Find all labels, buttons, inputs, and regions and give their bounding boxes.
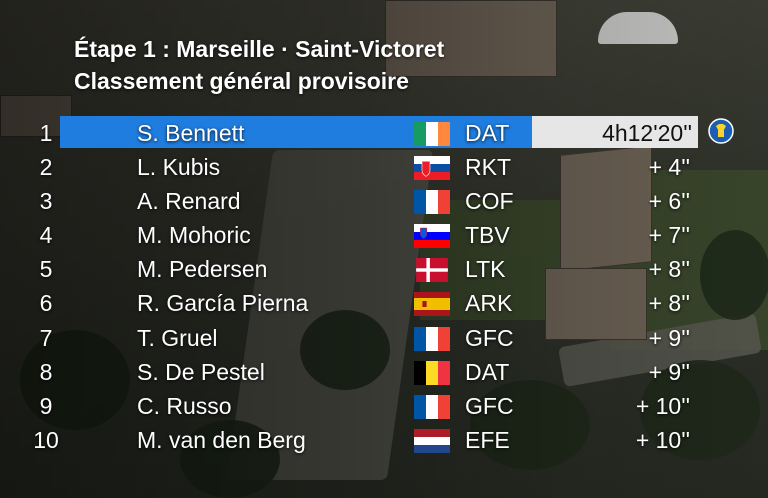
yellow-jersey-badge-icon: [708, 118, 734, 144]
time-gap: + 6'': [648, 188, 690, 215]
rider-name: C. Russo: [137, 392, 232, 419]
rider-position: 3: [39, 188, 53, 215]
standings-row: 4 M. Mohoric TBV + 7'': [0, 218, 768, 252]
standings-row: 7 T. Gruel GFC + 9'': [0, 321, 768, 355]
rider-position: 9: [39, 392, 53, 419]
rider-position: 10: [33, 426, 59, 453]
time-gap: + 4'': [648, 154, 690, 181]
rider-position: 2: [39, 154, 53, 181]
standings-row: 3 A. Renard COF + 6'': [0, 184, 768, 218]
rider-name: T. Gruel: [137, 324, 218, 351]
time-gap: + 8'': [648, 256, 690, 283]
belgium-flag-icon: [413, 360, 451, 385]
slovakia-flag-icon: [413, 156, 451, 181]
rider-position: 8: [39, 358, 53, 385]
leader-time-box: [532, 116, 698, 148]
standings-row: 10 M. van den Berg EFE + 10'': [0, 423, 768, 457]
team-code: EFE: [465, 426, 510, 453]
time-gap: + 8'': [648, 290, 690, 317]
rider-position: 7: [39, 324, 53, 351]
team-code: TBV: [465, 222, 510, 249]
slovenia-flag-icon: [413, 224, 451, 249]
rider-name: L. Kubis: [137, 154, 221, 181]
rider-name: R. García Pierna: [137, 290, 309, 317]
team-code: COF: [465, 188, 514, 215]
time-gap: + 10'': [635, 392, 690, 419]
leader-highlight: [60, 116, 532, 148]
france-flag-icon: [413, 394, 451, 419]
denmark-flag-icon: [413, 258, 451, 283]
time-gap: + 9'': [648, 324, 690, 351]
standings-row: 1 S. Bennett DAT 4h12'20'': [0, 116, 768, 150]
rider-position: 6: [39, 290, 53, 317]
team-code: ARK: [465, 290, 513, 317]
time-gap: 4h12'20'': [602, 120, 692, 146]
rider-position: 5: [39, 256, 53, 283]
standings-row: 8 S. De Pestel DAT + 9'': [0, 355, 768, 389]
rider-name: M. van den Berg: [137, 426, 306, 453]
ireland-flag-icon: [413, 122, 451, 146]
standings-row: 5 M. Pedersen LTK + 8'': [0, 252, 768, 286]
rider-position: 4: [39, 222, 53, 249]
standings-list: 1 S. Bennett DAT 4h12'20'' 2 L. Kubis RK…: [0, 116, 768, 457]
time-gap: + 7'': [648, 222, 690, 249]
rider-name: A. Renard: [137, 188, 241, 215]
stage-title: Étape 1 : Marseille · Saint-Victoret: [74, 36, 445, 62]
standings-row: 2 L. Kubis RKT + 4'': [0, 150, 768, 184]
team-code: LTK: [465, 256, 506, 283]
france-flag-icon: [413, 190, 451, 215]
standings-row: 9 C. Russo GFC + 10'': [0, 389, 768, 423]
team-code: RKT: [465, 154, 511, 181]
rider-name: M. Pedersen: [137, 256, 268, 283]
team-code: GFC: [465, 392, 514, 419]
rider-name: M. Mohoric: [137, 222, 251, 249]
standings-row: 6 R. García Pierna ARK + 8'': [0, 286, 768, 320]
spain-flag-icon: [413, 292, 451, 317]
team-code: GFC: [465, 324, 514, 351]
rider-name: S. Bennett: [137, 120, 245, 146]
rider-position: 1: [39, 120, 53, 146]
netherlands-flag-icon: [413, 428, 451, 453]
france-flag-icon: [413, 326, 451, 351]
time-gap: + 10'': [635, 426, 690, 453]
team-code: DAT: [465, 120, 510, 146]
time-gap: + 9'': [648, 358, 690, 385]
rider-name: S. De Pestel: [137, 358, 265, 385]
ranking-title: Classement général provisoire: [74, 68, 409, 94]
team-code: DAT: [465, 358, 510, 385]
